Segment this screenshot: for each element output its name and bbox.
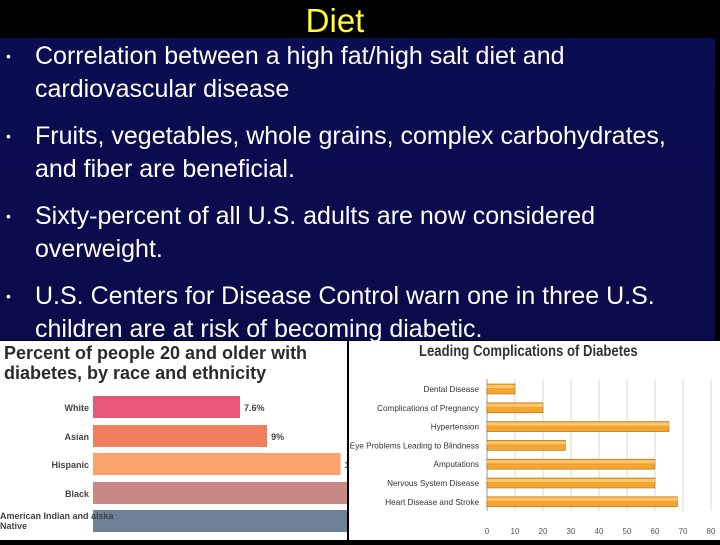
- category-label: Eye Problems Leading to Blindness: [350, 441, 479, 450]
- race-bar: [93, 453, 341, 475]
- complications-chart: Leading Complications of Diabetes 0 10 20 3…: [349, 341, 720, 540]
- complication-bar: [486, 477, 656, 489]
- bullet-dot: •: [6, 48, 11, 64]
- x-tick-label: 30: [567, 527, 576, 536]
- bar-highlight: [487, 497, 678, 501]
- category-label: Native: [0, 521, 27, 531]
- bullet-item: • Sixty-percent of all U.S. adults are no…: [0, 200, 700, 266]
- x-tick-label: 0: [485, 527, 490, 536]
- x-tick-label: 50: [623, 527, 632, 536]
- category-label: Asian: [64, 432, 89, 442]
- bar-highlight: [487, 460, 655, 464]
- category-label: Amputations: [433, 460, 479, 469]
- bullet-text: U.S. Centers for Disease Control warn on…: [35, 282, 655, 343]
- category-label: Heart Disease and Stroke: [385, 498, 479, 507]
- value-label: 9%: [271, 432, 284, 442]
- race-bar: [93, 482, 349, 504]
- bullet-item: • Correlation between a high fat/high sal…: [0, 40, 700, 106]
- bullet-text: Fruits, vegetables, whole grains, comple…: [35, 122, 666, 183]
- race-bar: [93, 510, 401, 532]
- slide-title: Diet: [305, 2, 365, 39]
- x-tick-label: 10: [511, 527, 520, 536]
- x-tick-label: 70: [679, 527, 688, 536]
- value-label: 12.8%: [345, 460, 347, 470]
- x-tick-label: 80: [707, 527, 716, 536]
- bullet-list: • Correlation between a high fat/high sal…: [0, 40, 700, 360]
- bar-highlight: [487, 385, 515, 388]
- diabetes-by-race-chart: Percent of people 20 and older with diab…: [0, 341, 430, 540]
- bullet-text: Correlation between a high fat/high salt…: [35, 42, 565, 103]
- complications-bar-chart-plot: 0 10 20 30 40 50 60 70 80 Dental Disease Complicat…: [350, 379, 716, 536]
- category-label: Black: [65, 489, 90, 499]
- category-label: Dental Disease: [423, 385, 479, 394]
- category-label: White: [65, 403, 90, 413]
- bar-highlight: [487, 422, 669, 426]
- x-tick-label: 60: [651, 527, 660, 536]
- chart-title: Percent of people 20 and older with diab…: [4, 343, 344, 383]
- category-label: Hispanic: [51, 460, 89, 470]
- chart-title-line: Percent of people 20 and older with: [4, 343, 308, 363]
- race-bar: [93, 396, 240, 418]
- x-tick-label: 40: [595, 527, 604, 536]
- race-bar: [93, 425, 268, 447]
- complication-bar: [486, 402, 544, 414]
- bullet-dot: •: [6, 128, 11, 144]
- slide-body-panel: [0, 38, 715, 340]
- bar-highlight: [487, 441, 566, 445]
- x-tick-label: 20: [539, 527, 548, 536]
- complication-bar: [486, 421, 670, 432]
- category-label: Hypertension: [431, 423, 480, 432]
- bar-highlight: [487, 479, 655, 482]
- bullet-text: Sixty-percent of all U.S. adults are now…: [35, 202, 595, 263]
- complication-bar: [486, 458, 656, 470]
- bullet-dot: •: [6, 208, 11, 224]
- value-label: 7.6%: [244, 403, 265, 413]
- complication-bar: [486, 496, 678, 508]
- complication-bar: [486, 440, 566, 451]
- chart-title-line: diabetes, by race and ethnicity: [4, 363, 267, 383]
- bullet-item: • Fruits, vegetables, whole grains, compl…: [0, 120, 700, 186]
- bar-highlight: [487, 403, 543, 407]
- category-label: Complications of Pregnancy: [377, 404, 480, 413]
- bullet-dot: •: [6, 288, 11, 304]
- race-bar-chart-plot: White7.6%Asian9%Hispanic12.8%Black13.2%A…: [0, 396, 430, 532]
- chart-title: Leading Complications of Diabetes: [419, 343, 638, 360]
- category-label: Nervous System Disease: [387, 479, 479, 488]
- complication-bar: [486, 383, 516, 395]
- bullet-item: • U.S. Centers for Disease Control warn o…: [0, 280, 700, 346]
- category-label: American Indian and alska: [0, 511, 115, 521]
